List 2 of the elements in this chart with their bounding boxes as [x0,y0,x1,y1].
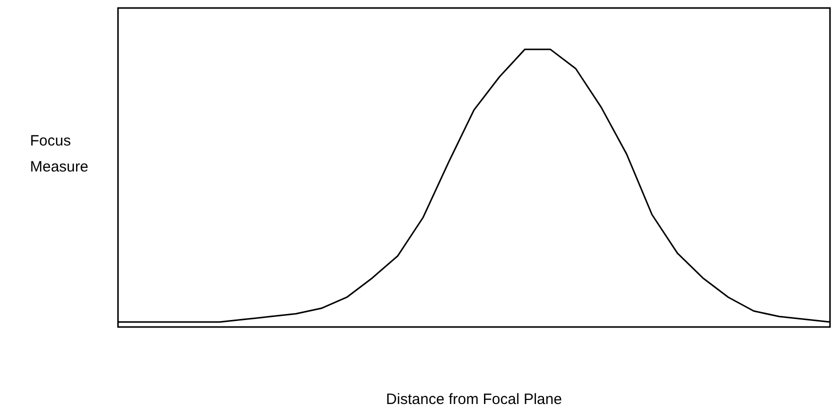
y-axis-title: Focus Measure [30,132,88,176]
x-axis-title: Distance from Focal Plane [386,391,562,408]
